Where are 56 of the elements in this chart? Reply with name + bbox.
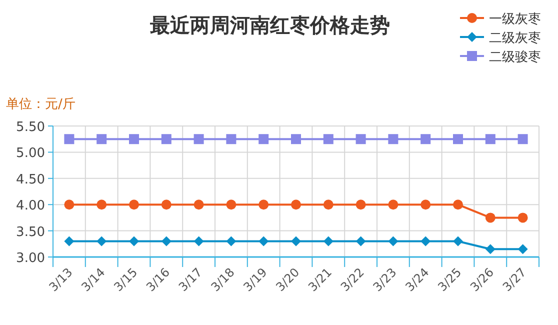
legend-label: 二级骏枣: [489, 50, 541, 65]
point: [323, 134, 334, 144]
point: [161, 134, 172, 144]
point: [388, 200, 398, 210]
point: [518, 244, 528, 254]
point: [291, 236, 301, 246]
point: [420, 236, 431, 246]
point: [356, 134, 366, 144]
point: [323, 200, 334, 210]
point: [194, 236, 204, 246]
point: [96, 134, 107, 144]
point: [518, 134, 528, 144]
y-tick-label: 3.00: [16, 251, 45, 266]
point: [485, 212, 496, 223]
point: [291, 200, 301, 210]
legend-label: 二级灰枣: [489, 31, 541, 46]
y-tick-label: 3.50: [16, 224, 45, 240]
point: [64, 200, 74, 210]
point: [518, 212, 528, 223]
point: [323, 236, 334, 246]
y-tick-label: 5.50: [16, 120, 45, 135]
point: [453, 134, 463, 144]
point: [420, 134, 431, 144]
point: [356, 236, 366, 246]
y-axis-title: 单位：元/斤: [6, 97, 76, 112]
point: [485, 244, 496, 254]
point: [194, 200, 204, 210]
point: [161, 236, 172, 246]
point: [129, 200, 139, 210]
y-tick-label: 4.50: [16, 172, 45, 188]
point: [226, 200, 236, 210]
point: [64, 134, 74, 144]
point: [258, 200, 269, 210]
point: [388, 236, 398, 246]
point: [291, 134, 301, 144]
point: [258, 134, 269, 144]
point: [64, 236, 74, 246]
point: [453, 200, 463, 210]
point: [420, 200, 431, 210]
point: [129, 236, 139, 246]
point: [258, 236, 269, 246]
y-tick-label: 4.00: [16, 198, 45, 214]
point: [226, 134, 236, 144]
point: [226, 236, 236, 246]
point: [388, 134, 398, 144]
chart-title: 最近两周河南红枣价格走势: [149, 13, 390, 37]
point: [356, 200, 366, 210]
point: [194, 134, 204, 144]
point: [96, 236, 107, 246]
point: [453, 236, 463, 246]
point: [96, 200, 107, 210]
point: [485, 134, 496, 144]
point: [161, 200, 172, 210]
legend-label: 一级灰枣: [489, 12, 541, 27]
point: [129, 134, 139, 144]
y-tick-label: 5.00: [16, 146, 45, 162]
